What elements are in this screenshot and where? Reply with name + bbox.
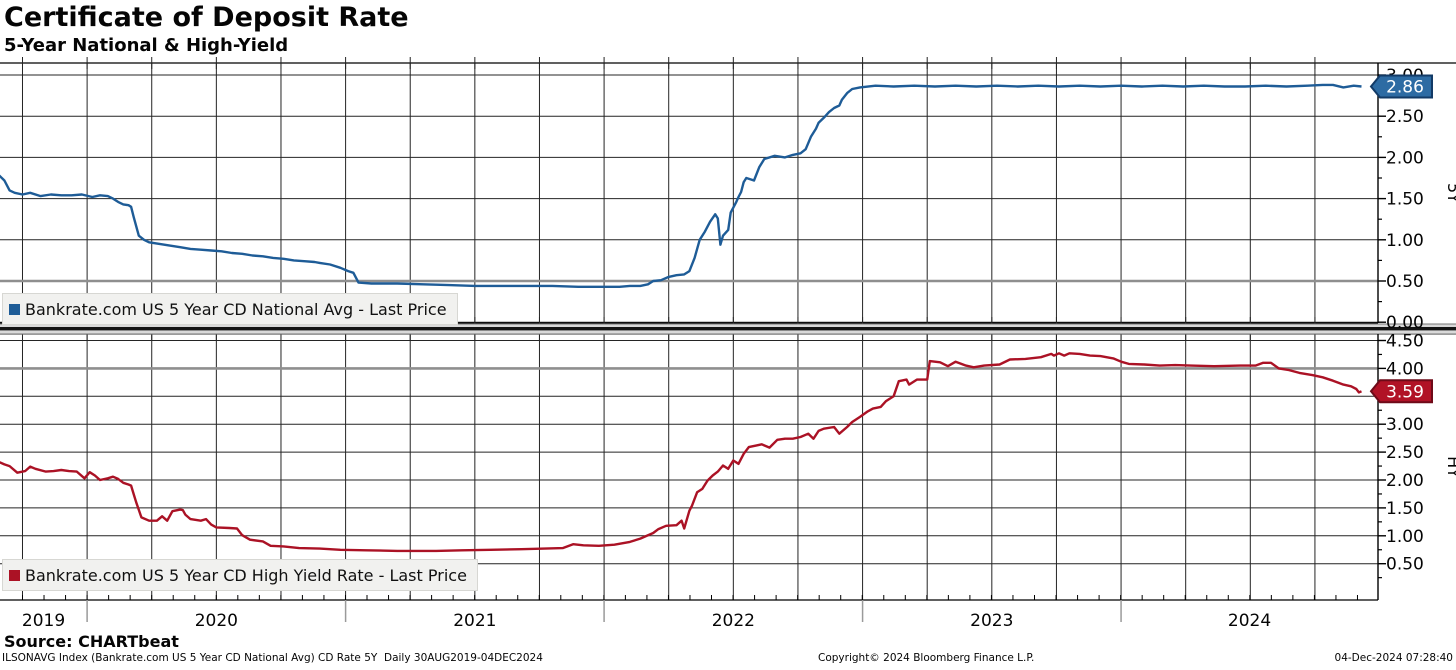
svg-text:2024: 2024 [1228, 611, 1271, 631]
svg-text:2021: 2021 [453, 611, 496, 631]
legend-swatch-hy-icon [9, 569, 20, 581]
svg-text:5Y: 5Y [1444, 183, 1456, 203]
legend-high-yield[interactable]: Bankrate.com US 5 Year CD High Yield Rat… [2, 559, 478, 591]
svg-text:0.50: 0.50 [1386, 555, 1424, 575]
svg-text:1.50: 1.50 [1386, 499, 1424, 519]
svg-text:0.00: 0.00 [1386, 313, 1424, 333]
svg-text:2023: 2023 [970, 611, 1013, 631]
svg-text:3.59: 3.59 [1386, 382, 1424, 402]
svg-text:4.50: 4.50 [1386, 332, 1424, 352]
legend-5y-label: Bankrate.com US 5 Year CD National Avg -… [25, 299, 447, 319]
series-panel-5y-national [0, 83, 1362, 288]
svg-text:0.50: 0.50 [1386, 272, 1424, 292]
svg-text:3.00: 3.00 [1386, 415, 1424, 435]
legend-5y-national[interactable]: Bankrate.com US 5 Year CD National Avg -… [2, 293, 458, 325]
svg-text:2019: 2019 [22, 611, 65, 631]
svg-text:1.00: 1.00 [1386, 527, 1424, 547]
footer-source: Source: CHARTbeat [4, 632, 179, 651]
footer-disclaimer: ILSONAVG Index (Bankrate.com US 5 Year C… [2, 652, 543, 664]
last-price-badge-panel-5y-national [1369, 74, 1433, 99]
svg-text:2022: 2022 [712, 611, 755, 631]
series-panel-high-yield [0, 352, 1362, 553]
chart-subtitle: 5-Year National & High-Yield [4, 35, 289, 56]
svg-text:4.00: 4.00 [1386, 359, 1424, 379]
svg-text:1.00: 1.00 [1386, 231, 1424, 251]
svg-text:HY: HY [1444, 456, 1456, 478]
footer-copyright: Copyright© 2024 Bloomberg Finance L.P. [818, 652, 1035, 664]
last-price-badge-panel-high-yield [1369, 379, 1433, 404]
footer-timestamp: 04-Dec-2024 07:28:40 [1334, 652, 1453, 664]
chart-title: Certificate of Deposit Rate [4, 2, 409, 33]
svg-text:2.50: 2.50 [1386, 443, 1424, 463]
svg-text:2.50: 2.50 [1386, 107, 1424, 127]
svg-text:1.50: 1.50 [1386, 190, 1424, 210]
legend-swatch-5y-icon [9, 303, 20, 315]
svg-text:2.86: 2.86 [1386, 78, 1424, 98]
svg-text:2.00: 2.00 [1386, 148, 1424, 168]
svg-text:2.00: 2.00 [1386, 471, 1424, 491]
legend-hy-label: Bankrate.com US 5 Year CD High Yield Rat… [25, 565, 467, 585]
svg-text:2020: 2020 [195, 611, 238, 631]
